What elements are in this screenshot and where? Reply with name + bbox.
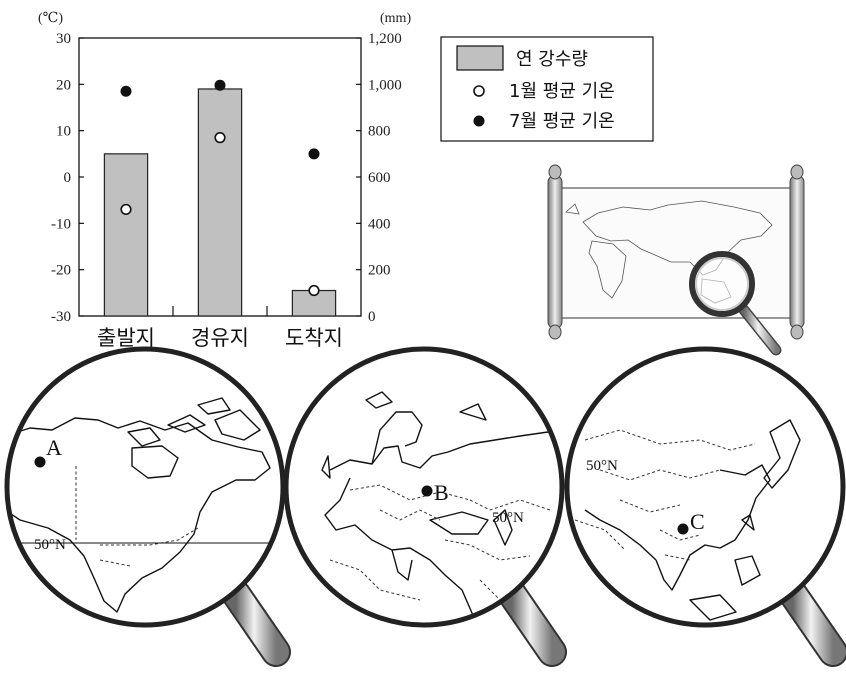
point-b — [421, 485, 433, 497]
legend-item-precipitation: 연 강수량 — [516, 49, 588, 70]
january-temperature-point — [308, 284, 320, 297]
precipitation-bars — [103, 88, 337, 317]
legend: 연 강수량 1월 평균 기온 7월 평균 기온 — [440, 36, 654, 142]
category-label: 도착지 — [285, 326, 343, 350]
point-b-label: B — [434, 480, 449, 505]
latitude-label-na: 50°N — [34, 537, 66, 553]
scroll-paper — [556, 187, 796, 319]
precipitation-bar — [197, 88, 243, 317]
legend-filled-circle — [473, 115, 485, 127]
left-tick-label: -10 — [51, 216, 71, 232]
point-c — [677, 523, 689, 535]
right-tick-label: 800 — [368, 124, 391, 140]
left-axis-unit: (℃) — [38, 11, 63, 26]
world-map-scroll — [547, 164, 805, 356]
july-temperature-point — [214, 79, 226, 91]
scroll-magnifier — [689, 251, 782, 356]
left-axis-ticks: 30 20 10 0 -10 -20 -30 — [51, 31, 84, 325]
magnifier-asia: C 50°N — [564, 346, 846, 667]
right-axis-unit: (mm) — [380, 11, 411, 26]
left-tick-label: -30 — [51, 309, 71, 325]
point-a-label: A — [46, 435, 62, 460]
right-tick-label: 0 — [368, 309, 376, 325]
january-temperature-point — [214, 132, 226, 144]
right-axis-ticks: 1,200 1,000 800 600 400 200 0 — [356, 31, 402, 325]
left-tick-label: 0 — [64, 170, 72, 186]
left-tick-label: -20 — [51, 263, 71, 279]
left-tick-label: 20 — [56, 77, 71, 93]
right-tick-label: 600 — [368, 170, 391, 186]
july-temperature-point — [308, 148, 320, 160]
category-label: 출발지 — [97, 326, 155, 350]
legend-item-july: 7월 평균 기온 — [509, 111, 615, 132]
category-labels: 출발지 경유지 도착지 — [97, 326, 343, 350]
january-temperature-point — [120, 203, 132, 216]
scroll-rod-left — [547, 175, 563, 329]
right-tick-label: 400 — [368, 216, 391, 232]
magnifier-north-america: A 50°N — [4, 346, 291, 667]
temperature-points — [120, 79, 320, 297]
climate-chart: (℃) (mm) 30 20 10 0 -10 -20 -30 1,200 1,000 800 6… — [38, 11, 411, 350]
scroll-rod-right — [789, 175, 805, 329]
point-a — [34, 456, 46, 468]
left-tick-label: 30 — [56, 31, 71, 47]
right-tick-label: 200 — [368, 263, 391, 279]
latitude-label-eu: 50°N — [492, 510, 524, 526]
point-c-label: C — [690, 509, 705, 534]
legend-bar-swatch — [456, 45, 504, 71]
left-tick-label: 10 — [56, 124, 71, 140]
precipitation-bar — [103, 153, 149, 317]
right-tick-label: 1,200 — [368, 31, 402, 47]
category-ticks — [172, 306, 268, 316]
magnifier-europe: B 50°N — [283, 346, 567, 667]
legend-item-january: 1월 평균 기온 — [509, 81, 615, 102]
latitude-label-as: 50°N — [586, 458, 618, 474]
category-label: 경유지 — [191, 326, 249, 350]
july-temperature-point — [120, 85, 132, 97]
legend-open-circle — [473, 85, 485, 97]
right-tick-label: 1,000 — [368, 77, 402, 93]
